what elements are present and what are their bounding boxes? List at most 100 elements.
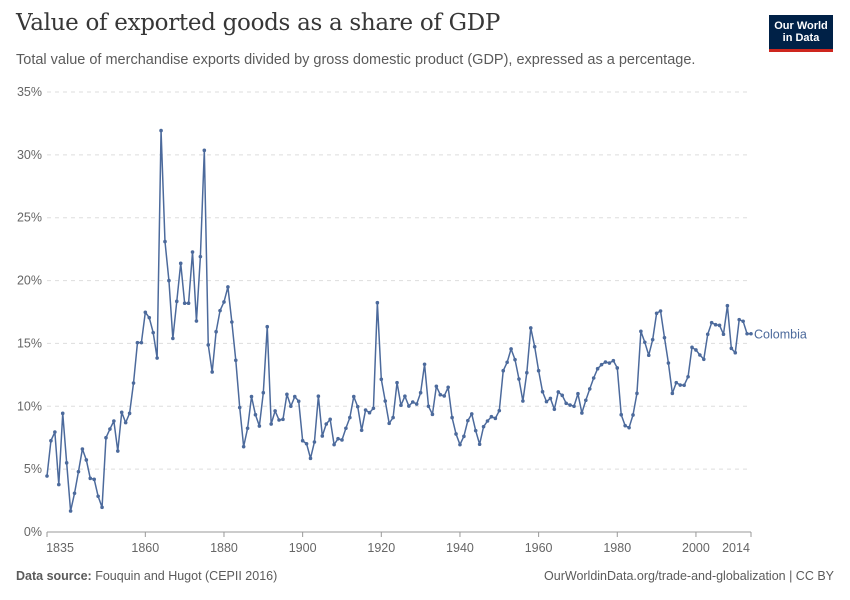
data-point: [623, 423, 627, 428]
data-point: [410, 400, 415, 404]
data-point: [572, 404, 576, 409]
data-point: [68, 509, 73, 513]
data-source-link[interactable]: Fouquin and Hugot (CEPII 2016): [95, 569, 278, 583]
data-point: [269, 422, 273, 426]
data-point: [167, 278, 171, 283]
data-point: [395, 380, 399, 385]
x-tick-label: 1920: [367, 541, 395, 555]
logo-line-1: Our World: [774, 20, 828, 32]
data-point: [450, 415, 454, 420]
data-point: [300, 438, 305, 443]
data-point: [308, 456, 313, 461]
data-point: [481, 424, 486, 429]
data-point: [485, 419, 490, 423]
data-source: Data source: Fouquin and Hugot (CEPII 20…: [16, 569, 277, 583]
data-point: [454, 432, 458, 436]
data-point: [509, 347, 513, 351]
data-point: [501, 368, 506, 373]
y-tick-label: 35%: [17, 85, 42, 99]
data-point: [171, 336, 175, 341]
data-point: [304, 441, 309, 446]
series-label-colombia: Colombia: [754, 328, 807, 342]
data-point: [399, 403, 403, 408]
data-point: [662, 335, 667, 340]
x-tick-label: 1980: [603, 541, 631, 555]
data-point: [210, 370, 214, 374]
data-point: [359, 428, 364, 433]
data-point: [292, 394, 297, 399]
data-point: [434, 384, 439, 389]
data-point: [336, 436, 340, 441]
data-point: [324, 422, 329, 426]
data-point: [729, 346, 734, 351]
x-tick-label: 1960: [525, 541, 553, 555]
data-point: [226, 285, 230, 289]
data-point: [328, 417, 332, 422]
data-point: [289, 404, 293, 409]
data-point: [253, 412, 258, 417]
y-tick-label: 10%: [17, 399, 42, 413]
data-point: [686, 374, 690, 379]
data-point: [96, 494, 100, 499]
data-point: [422, 362, 427, 367]
data-point: [194, 319, 199, 323]
owid-logo[interactable]: Our World in Data: [769, 15, 833, 52]
data-point: [344, 426, 348, 431]
data-point: [698, 353, 702, 357]
x-tick-label: 1940: [446, 541, 474, 555]
data-point: [741, 319, 745, 324]
data-point: [127, 411, 132, 416]
data-point: [587, 387, 592, 391]
data-point: [717, 323, 722, 328]
data-point: [351, 394, 356, 399]
data-point: [391, 415, 395, 420]
data-point: [379, 377, 384, 382]
data-point: [202, 148, 207, 153]
data-point: [548, 396, 553, 401]
data-point: [407, 404, 411, 408]
data-point: [702, 357, 706, 362]
data-point: [414, 402, 419, 406]
data-point: [285, 392, 289, 397]
data-point: [198, 254, 203, 259]
data-point: [462, 434, 466, 439]
data-point: [367, 410, 372, 415]
data-point: [104, 435, 108, 440]
data-point: [100, 505, 104, 510]
footer-url[interactable]: OurWorldinData.org/trade-and-globalizati…: [544, 569, 834, 583]
data-point: [532, 344, 537, 349]
data-point: [603, 360, 608, 364]
data-point: [627, 425, 631, 430]
data-point: [670, 391, 675, 396]
data-point: [709, 320, 714, 325]
data-point: [159, 128, 163, 133]
data-point: [650, 337, 655, 342]
data-point: [505, 360, 509, 365]
data-point: [591, 376, 596, 380]
data-point: [296, 399, 301, 404]
data-point: [348, 415, 352, 420]
x-tick-label: 1900: [289, 541, 317, 555]
data-point: [564, 401, 568, 406]
data-point: [646, 353, 651, 358]
data-point: [705, 332, 710, 337]
data-point: [273, 409, 277, 413]
data-point: [674, 380, 679, 385]
data-point: [643, 340, 647, 345]
data-point: [458, 442, 462, 447]
data-point: [119, 410, 124, 415]
data-point: [174, 299, 179, 304]
data-point: [607, 361, 612, 365]
y-tick-label: 0%: [24, 525, 42, 539]
data-point: [387, 421, 391, 426]
data-point: [525, 370, 529, 375]
data-point: [682, 383, 686, 388]
data-point: [678, 383, 683, 387]
data-point: [53, 430, 57, 434]
data-point: [233, 358, 238, 363]
data-point: [56, 482, 61, 487]
data-point: [426, 404, 431, 409]
data-point: [666, 361, 671, 365]
data-point: [694, 348, 698, 352]
